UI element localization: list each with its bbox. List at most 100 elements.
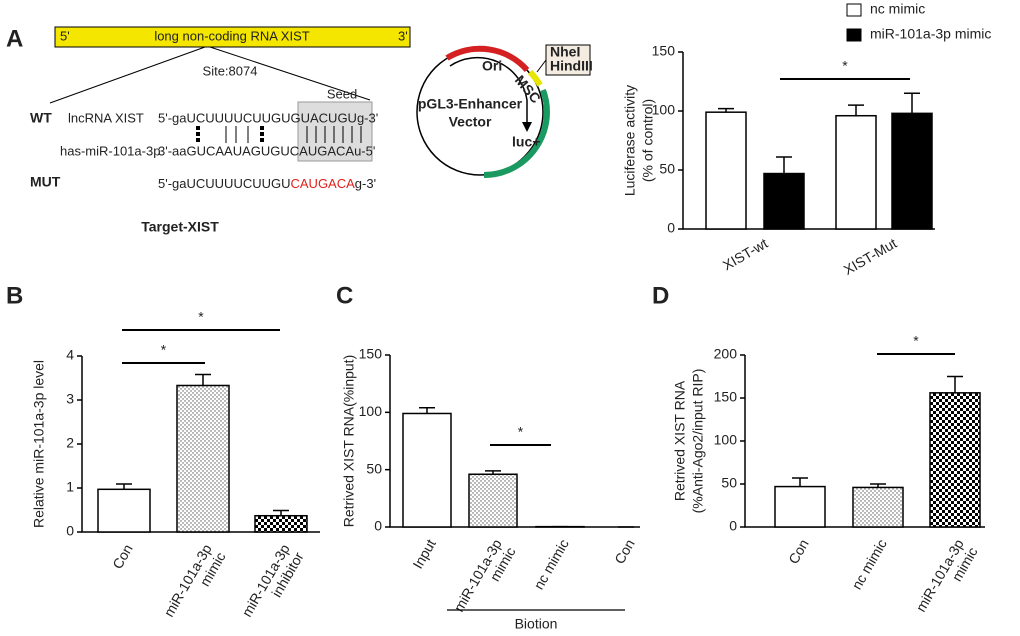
x-tick-label: XIST-wt — [720, 235, 771, 273]
error-bar — [904, 92, 920, 114]
y-axis-label: Relative miR-101a-3p level — [31, 360, 47, 528]
panel-label: D — [652, 282, 669, 309]
significance-star: * — [518, 424, 524, 440]
bar — [891, 112, 933, 230]
significance-star: * — [842, 58, 848, 74]
zoom-line — [209, 46, 371, 101]
chart: 0 50 100 150 200 Retrived XIST RNA (%Anti-Ago2… — [672, 333, 985, 614]
significance-star: * — [161, 342, 167, 358]
significance-star: * — [198, 309, 204, 325]
error-bar — [273, 509, 289, 516]
legend-label: miR-101a-3p mimic — [870, 26, 991, 42]
legend-label: nc mimic — [870, 1, 925, 17]
chart: 0 50 100 150 Luciferase activity (% of contro… — [622, 1, 992, 278]
error-bar — [419, 406, 435, 414]
luc-label: luc+ — [512, 134, 540, 150]
ori-label: Ori — [482, 58, 502, 74]
bar — [763, 172, 805, 230]
y-tick-label: 200 — [714, 346, 738, 362]
y-tick-label: 50 — [659, 161, 675, 177]
y-tick-label: 1 — [66, 479, 74, 495]
y-tick-label: 100 — [652, 102, 676, 118]
zoom-line — [49, 46, 206, 104]
x-tick-label: Con — [611, 536, 638, 566]
seed-label: Seed — [327, 86, 357, 101]
error-bar — [792, 477, 808, 487]
y-axis-label: (%Anti-Ago2/input RIP) — [690, 369, 706, 514]
bar — [774, 485, 826, 528]
panel-label: C — [336, 282, 353, 309]
y-tick-label: 2 — [66, 435, 74, 451]
site-label: Site:8074 — [203, 63, 258, 78]
site-name: NheI — [550, 44, 580, 60]
y-tick-label: 100 — [714, 432, 738, 448]
legend-swatch — [846, 3, 862, 17]
x-tick-label: nc mimic — [848, 536, 889, 592]
error-bar — [195, 373, 211, 386]
wt-label: WT — [30, 110, 52, 126]
y-tick-label: 3 — [66, 391, 74, 407]
legend-swatch — [846, 28, 862, 42]
error-bar — [116, 483, 132, 490]
bar — [929, 392, 981, 528]
x-tick-label: Input — [409, 536, 438, 571]
bar — [254, 514, 308, 533]
seed-box — [297, 101, 373, 162]
plasmid: NheI HindIII Ori MSC luc+ pGL3-Enhancer … — [416, 44, 593, 178]
group-label: Biotion — [515, 616, 558, 632]
error-bar — [947, 375, 963, 393]
y-tick-label: 50 — [721, 475, 737, 491]
y-tick-label: 150 — [359, 346, 383, 362]
error-bar — [776, 156, 792, 174]
bar — [468, 473, 518, 528]
mut-part: 5'-gaUCUUUUCUUGU — [158, 176, 291, 191]
bar — [176, 384, 230, 533]
bar — [852, 486, 904, 528]
bar — [835, 114, 877, 230]
y-tick-label: 4 — [66, 347, 74, 363]
y-tick-label: 0 — [667, 220, 675, 236]
panel-label: B — [6, 282, 23, 309]
mir-seq: 3'-aaGUCAAUAGUGUCAUGACAu-5' — [158, 143, 375, 158]
y-axis-label: (% of control) — [640, 99, 656, 182]
mir-name: has-miR-101a-3p — [60, 143, 160, 158]
bar — [705, 111, 747, 230]
y-tick-label: 0 — [729, 518, 737, 534]
mut-seq: 5'-gaUCUUUUCUUGUCAUGACAg-3' — [158, 176, 376, 191]
y-axis-label: Retrived XIST RNA — [672, 380, 688, 501]
panel-label: A — [6, 25, 23, 52]
target-label: Target-XIST — [141, 219, 219, 235]
y-tick-label: 150 — [714, 389, 738, 405]
x-tick-label: Con — [785, 536, 812, 566]
y-tick-label: 50 — [366, 460, 382, 476]
y-tick-label: 150 — [652, 43, 676, 59]
error-bar — [848, 104, 864, 116]
significance-star: * — [913, 333, 919, 349]
xist-diagram: 5' long non-coding RNA XIST 3' Site:8074… — [30, 26, 411, 235]
gene-bar — [54, 26, 411, 48]
y-axis-label: Luciferase activity — [622, 85, 638, 196]
x-tick-label: XIST-Mut — [841, 235, 900, 278]
gene-end: 5' — [60, 28, 70, 43]
y-tick-label: 0 — [66, 523, 74, 539]
gene-label: long non-coding RNA XIST — [154, 28, 309, 43]
pairing — [196, 126, 362, 143]
y-axis-label: Retrived XIST RNA(%input) — [341, 355, 357, 527]
bar — [97, 488, 151, 533]
site-name: HindIII — [550, 58, 593, 74]
y-tick-label: 0 — [374, 518, 382, 534]
mut-label: MUT — [30, 174, 61, 190]
mut-part: CAUGACA — [291, 176, 356, 191]
x-tick-label: nc mimic — [530, 536, 571, 592]
gene-end: 3' — [398, 28, 408, 43]
bar — [402, 412, 452, 528]
plasmid-name: pGL3-Enhancer — [418, 96, 523, 112]
x-tick-label: Con — [109, 541, 136, 571]
y-tick-label: 100 — [359, 403, 383, 419]
plasmid-name: Vector — [449, 114, 492, 130]
mut-part: g-3' — [355, 176, 376, 191]
wt-seq: 5'-gaUCUUUUCUUGUGUACUGUg-3' — [158, 110, 378, 125]
